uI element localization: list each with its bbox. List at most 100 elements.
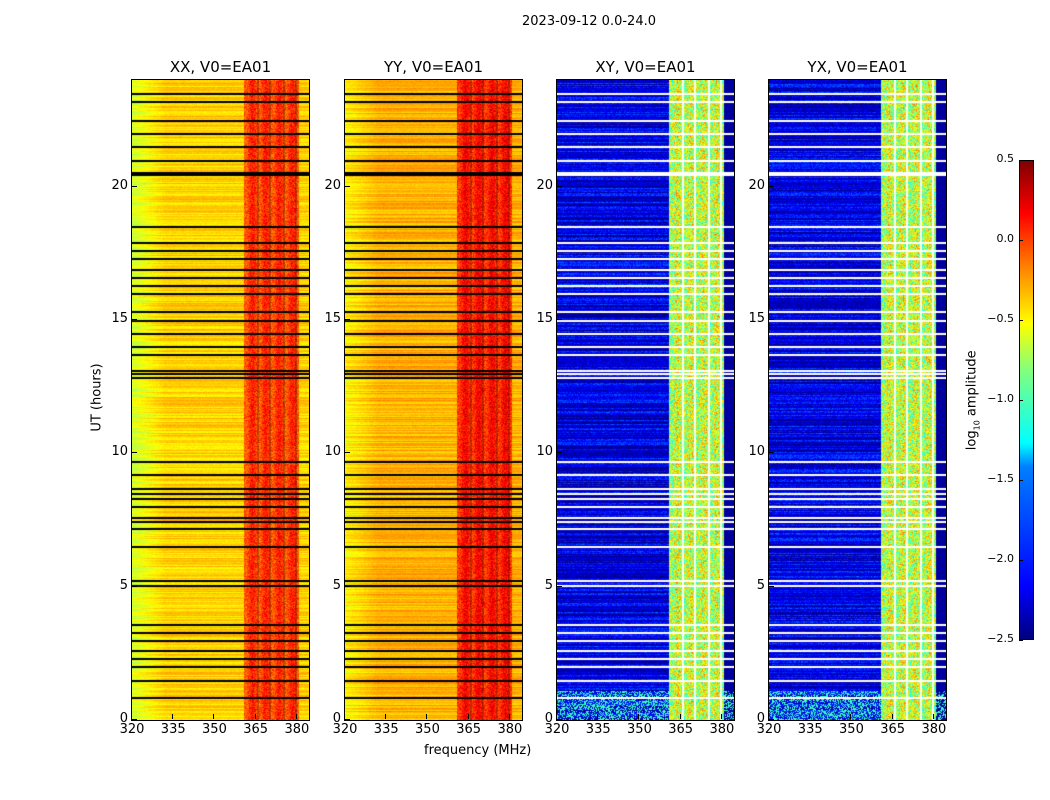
x-tick-label: 320: [544, 722, 570, 737]
colorbar-tick-label: 0.5: [996, 152, 1015, 165]
x-tick-label: 350: [627, 722, 652, 737]
x-tick-label: 365: [668, 722, 694, 737]
x-tick-label: 365: [456, 722, 482, 737]
y-tick-label: 0: [544, 711, 553, 726]
colorbar-label-sub: 10: [972, 420, 982, 431]
x-tick-mark: [809, 714, 811, 719]
x-tick-label: 380: [921, 722, 947, 737]
x-tick-mark: [850, 714, 852, 719]
x-tick-mark: [131, 714, 132, 719]
x-tick-mark: [508, 714, 510, 719]
x-tick-mark: [768, 714, 769, 719]
x-axis-label: frequency (MHz): [424, 743, 532, 758]
x-tick-label: 350: [839, 722, 864, 737]
y-tick-mark: [769, 185, 774, 187]
y-tick-mark: [557, 585, 562, 587]
colorbar-tick-mark: [1019, 400, 1023, 401]
y-tick-mark: [345, 185, 350, 187]
colorbar-tick-label: −1.5: [987, 472, 1014, 485]
y-tick-mark: [557, 719, 562, 720]
y-tick-mark: [769, 319, 774, 320]
y-tick-label: 5: [756, 577, 765, 593]
panel-title: YY, V0=EA01: [383, 58, 484, 76]
y-tick-mark: [132, 452, 137, 454]
x-tick-label: 380: [709, 722, 735, 737]
x-tick-label: 365: [880, 722, 906, 737]
panel-title: XY, V0=EA01: [595, 58, 696, 76]
y-tick-label: 15: [324, 311, 341, 326]
x-tick-label: 380: [284, 722, 310, 737]
y-tick-label: 0: [332, 711, 341, 726]
x-tick-label: 335: [585, 722, 611, 737]
panel-yy: YY, V0=EA01 320 335 350 365 380 0 5 10 15 20: [324, 58, 523, 737]
x-tick-mark: [426, 714, 428, 719]
y-tick-mark: [345, 452, 350, 454]
x-tick-mark: [891, 714, 893, 719]
x-tick-label: 380: [497, 722, 523, 737]
x-tick-mark: [720, 714, 722, 719]
heatmap-canvas: [345, 80, 522, 720]
x-tick-label: 350: [202, 722, 227, 737]
x-tick-mark: [295, 714, 297, 719]
colorbar-tick-label: −2.5: [987, 632, 1014, 645]
x-tick-label: 350: [415, 722, 440, 737]
y-tick-label: 15: [111, 311, 128, 326]
y-tick-mark: [557, 452, 562, 454]
heatmap-canvas: [557, 80, 734, 720]
x-tick-label: 320: [119, 722, 145, 737]
y-tick-label: 5: [119, 577, 128, 593]
y-tick-label: 20: [111, 177, 128, 193]
y-tick-label: 5: [544, 577, 553, 593]
y-tick-label: 20: [324, 177, 341, 193]
x-tick-label: 365: [243, 722, 269, 737]
colorbar-tick-label: −1.0: [987, 392, 1014, 405]
colorbar-tick-mark: [1019, 320, 1023, 321]
panel-xx: XX, V0=EA01 320 335 350 365 380 0 5 10 15 20: [111, 58, 310, 737]
colorbar-label-log: log: [964, 430, 980, 451]
panel-title: YX, V0=EA01: [807, 58, 908, 76]
y-tick-mark: [132, 319, 137, 320]
colorbar-tick-mark: [1019, 640, 1023, 641]
colorbar-label-rest: amplitude: [964, 350, 980, 421]
y-tick-mark: [345, 719, 350, 720]
x-tick-label: 320: [756, 722, 782, 737]
y-tick-mark: [132, 585, 137, 587]
y-tick-mark: [557, 319, 562, 320]
x-tick-mark: [597, 714, 599, 719]
y-tick-mark: [557, 185, 562, 187]
heatmap-canvas: [769, 80, 946, 720]
colorbar-tick-mark: [1019, 240, 1023, 241]
y-tick-label: 15: [536, 311, 553, 326]
x-tick-mark: [638, 714, 640, 719]
y-tick-label: 10: [748, 444, 765, 460]
y-tick-label: 20: [748, 177, 765, 193]
y-tick-label: 10: [536, 444, 553, 460]
y-tick-label: 5: [332, 577, 341, 593]
y-tick-label: 20: [536, 177, 553, 193]
panel-yx: YX, V0=EA01 320 335 350 365 380 0 5 10 15 20: [748, 58, 947, 737]
colorbar-tick-mark: [1019, 160, 1023, 161]
y-tick-mark: [345, 585, 350, 587]
panel-title: XX, V0=EA01: [169, 58, 272, 76]
x-tick-mark: [385, 714, 387, 719]
y-tick-mark: [132, 719, 137, 720]
x-tick-label: 335: [797, 722, 823, 737]
x-tick-mark: [679, 714, 681, 719]
y-tick-mark: [132, 185, 137, 187]
figure-title: 2023-09-12 0.0-24.0: [522, 14, 656, 29]
x-tick-label: 320: [332, 722, 358, 737]
y-tick-mark: [345, 319, 350, 320]
colorbar-tick-mark: [1019, 560, 1023, 561]
y-axis-label: UT (hours): [89, 363, 105, 432]
x-tick-mark: [172, 714, 174, 719]
x-tick-label: 335: [160, 722, 186, 737]
colorbar-tick-label: −0.5: [987, 312, 1014, 325]
x-tick-mark: [254, 714, 256, 719]
x-tick-mark: [344, 714, 345, 719]
x-tick-mark: [556, 714, 557, 719]
y-tick-mark: [769, 719, 774, 720]
colorbar-tick-label: 0.0: [996, 232, 1015, 245]
colorbar-tick-mark: [1019, 480, 1023, 481]
colorbar-tick-label: −2.0: [987, 552, 1014, 565]
